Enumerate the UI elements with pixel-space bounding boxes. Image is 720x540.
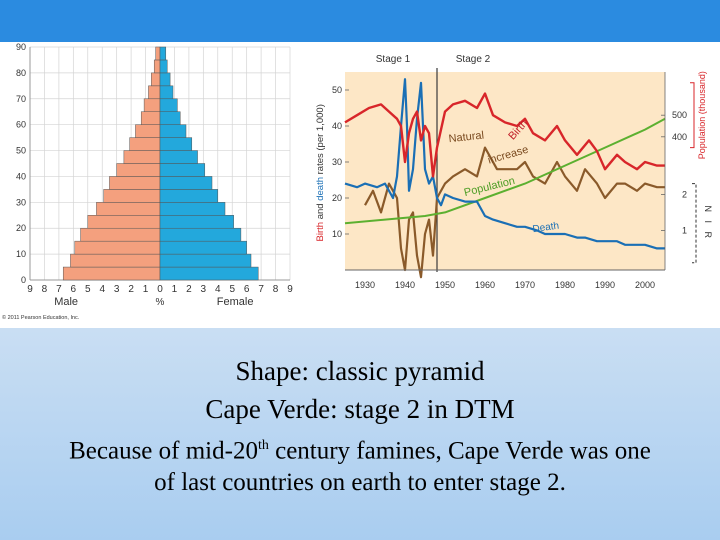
pyramid-y-tick-label: 70 — [16, 94, 26, 104]
dtm-nir-label: N I R — [703, 205, 713, 241]
dtm-x-tick-label: 1970 — [515, 280, 535, 290]
dtm-natural-increase-line — [364, 146, 665, 279]
dtm-stage-1-label: Stage 1 — [376, 54, 411, 65]
pyramid-x-tick-label: 5 — [229, 284, 235, 295]
pyramid-x-tick-label: 8 — [273, 284, 279, 295]
dtm-stage-2-label: Stage 2 — [456, 54, 491, 65]
dtm-y-label-rest: rates (per 1,000) — [315, 104, 326, 174]
pyramid-male-label: Male — [54, 296, 78, 308]
pyramid-x-tick-label: 6 — [244, 284, 250, 295]
caption-line-4: of last countries on earth to enter stag… — [154, 469, 566, 497]
pyramid-x-tick-label: 4 — [99, 284, 105, 295]
dtm-birth-line — [344, 92, 665, 178]
pyramid-unit-label: % — [156, 297, 165, 308]
pyramid-y-tick-label: 30 — [16, 197, 26, 207]
dtm-annotation-death: Death — [532, 221, 560, 236]
pyramid-x-tick-label: 4 — [215, 284, 221, 295]
dtm-right-tick-label: 1 — [682, 225, 687, 235]
dtm-population-bracket — [690, 82, 695, 149]
dtm-death-line — [344, 78, 665, 250]
dtm-left-tick-label: 10 — [332, 229, 342, 239]
dtm-right-tick-label: 2 — [682, 189, 687, 199]
pyramid-female-label: Female — [217, 296, 254, 308]
dtm-left-tick-label: 40 — [332, 121, 342, 131]
dtm-y2-label: Population (thousand) — [697, 71, 707, 159]
pyramid-x-tick-label: 0 — [157, 284, 163, 295]
caption-line-3-post: century famines, Cape Verde was one — [268, 437, 651, 465]
dtm-nir-bracket — [692, 183, 697, 264]
pyramid-y-tick-label: 20 — [16, 223, 26, 233]
dtm-right-tick-label: 500 — [672, 110, 687, 120]
pyramid-x-tick-label: 8 — [42, 284, 48, 295]
pyramid-bar-female — [159, 46, 167, 61]
pyramid-y-tick-label: 80 — [16, 68, 26, 78]
pyramid-y-tick-label: 10 — [16, 249, 26, 259]
pyramid-x-tick-label: 3 — [114, 284, 120, 295]
dtm-left-tick-label: 30 — [332, 157, 342, 167]
pyramid-x-tick-label: 3 — [201, 284, 207, 295]
pyramid-x-tick-label: 2 — [128, 284, 134, 295]
pyramid-y-tick-label: 90 — [16, 42, 26, 52]
dtm-y-label: Birth and death rates (per 1,000) — [315, 104, 326, 241]
dtm-x-tick-label: 1930 — [355, 280, 375, 290]
pyramid-x-tick-label: 1 — [172, 284, 178, 295]
pyramid-y-tick-label: 60 — [16, 120, 26, 130]
dtm-x-tick-label: 1940 — [395, 280, 415, 290]
pyramid-x-tick-label: 7 — [56, 284, 62, 295]
pyramid-x-tick-label: 2 — [186, 284, 192, 295]
dtm-population-line — [344, 117, 666, 225]
pyramid-x-tick-label: 7 — [258, 284, 264, 295]
dtm-left-tick-label: 20 — [332, 193, 342, 203]
dtm-x-tick-label: 1980 — [555, 280, 575, 290]
dtm-annotation-natural: Natural — [448, 130, 485, 146]
dtm-y-label-and: and — [315, 201, 326, 220]
pyramid-credit: © 2011 Pearson Education, Inc. — [2, 314, 80, 321]
dtm-x-tick-label: 1990 — [595, 280, 615, 290]
caption-body: Because of mid-20th century famines, Cap… — [0, 430, 720, 499]
caption-line-1: Shape: classic pyramid — [235, 356, 485, 386]
caption-line-3-sup: th — [257, 438, 269, 453]
demographic-transition-chart: Stage 1 Stage 2 10 20 30 40 50 1930 1940 1950 1960… — [315, 54, 713, 290]
caption-line-3-pre: Because of mid-20 — [69, 437, 258, 465]
figure-panel: 0 10 20 30 40 50 60 70 80 90 9 8 7 6 5 4 3 2 1 0 1 2 3 4 5 6 7 8 9 Ma… — [0, 42, 720, 328]
pyramid-x-tick-label: 6 — [71, 284, 77, 295]
pyramid-x-tick-label: 1 — [143, 284, 149, 295]
dtm-left-tick-label: 50 — [332, 85, 342, 95]
dtm-x-tick-label: 1960 — [475, 280, 495, 290]
pyramid-y-tick-label: 50 — [16, 146, 26, 156]
dtm-x-tick-label: 2000 — [635, 280, 655, 290]
dtm-x-tick-label: 1950 — [435, 280, 455, 290]
pyramid-y-tick-label: 0 — [21, 275, 26, 285]
caption-line-2: Cape Verde: stage 2 in DTM — [205, 394, 515, 424]
dtm-y-label-death: death — [315, 174, 326, 200]
pyramid-x-tick-label: 5 — [85, 284, 91, 295]
dtm-y-label-birth: Birth — [315, 219, 326, 241]
top-bar — [0, 0, 720, 42]
pyramid-y-tick-label: 40 — [16, 171, 26, 181]
pyramid-x-tick-label: 9 — [287, 284, 293, 295]
dtm-right-tick-label: 400 — [672, 132, 687, 142]
pyramid-x-tick-label: 9 — [27, 284, 33, 295]
